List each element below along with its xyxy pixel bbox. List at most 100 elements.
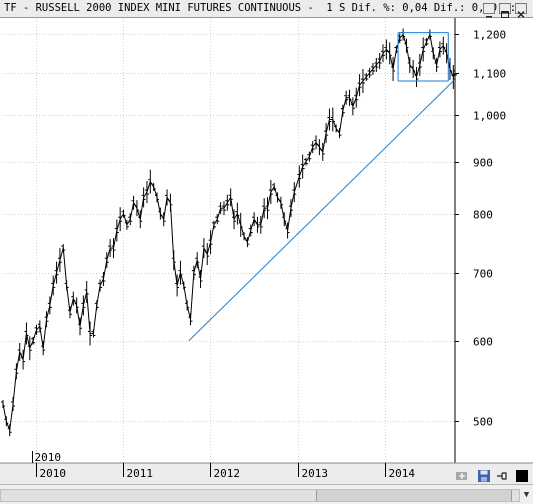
- price-bar: [439, 36, 446, 55]
- price-bar-link: [42, 319, 48, 349]
- price-bar-link: [129, 202, 135, 220]
- close-icon[interactable]: [515, 3, 527, 18]
- price-bar: [179, 272, 186, 290]
- price-bar: [32, 324, 39, 341]
- price-bar: [86, 291, 93, 346]
- price-bar-link: [226, 197, 232, 204]
- price-bar: [220, 201, 226, 216]
- price-bar-link: [86, 291, 91, 334]
- price-bar-link: [250, 219, 255, 231]
- price-bar-link: [173, 260, 178, 286]
- price-bar: [335, 128, 342, 139]
- price-bar: [432, 53, 439, 72]
- minimize-icon[interactable]: [483, 3, 495, 18]
- price-bar: [260, 198, 267, 225]
- price-bar-link: [116, 219, 121, 231]
- price-bar-link: [355, 85, 361, 98]
- price-bar-link: [412, 68, 417, 78]
- price-bar-link: [139, 197, 145, 220]
- save-icon[interactable]: [477, 468, 491, 482]
- pin-icon[interactable]: [495, 468, 509, 482]
- price-bar-link: [49, 285, 54, 306]
- price-bar-link: [62, 248, 68, 286]
- maximize-icon[interactable]: [499, 3, 511, 18]
- price-bar: [15, 342, 22, 372]
- price-bar-link: [183, 285, 188, 306]
- price-bar: [25, 333, 32, 361]
- price-bar-link: [332, 119, 337, 129]
- price-bar-link: [196, 260, 202, 280]
- price-chart[interactable]: 500 600 700 800 900 1,000 1,100 1,200 2010 2011 20…: [0, 18, 533, 484]
- price-bar-link: [305, 156, 310, 162]
- price-bar-link: [106, 247, 111, 261]
- price-bar-link: [15, 351, 21, 372]
- price-bar: [9, 396, 16, 431]
- price-bar: [90, 329, 96, 338]
- x-tick-label: 2014: [389, 467, 416, 480]
- price-bar: [342, 90, 349, 111]
- annotations[interactable]: [188, 32, 454, 342]
- price-bar: [169, 202, 176, 271]
- price-bar-link: [79, 305, 84, 327]
- y-tick-label: 500: [473, 416, 493, 429]
- price-bar: [106, 239, 113, 261]
- price-series: [1, 28, 457, 437]
- price-bar-link: [449, 68, 454, 78]
- price-bar: [200, 238, 206, 280]
- refresh-icon[interactable]: [455, 468, 469, 482]
- price-bar-link: [223, 202, 228, 209]
- y-tick-label: 900: [473, 157, 493, 170]
- x-tick-label: 2013: [302, 467, 329, 480]
- price-bar: [129, 195, 136, 220]
- x-tick-label: 2010: [40, 467, 67, 480]
- scroll-right-icon[interactable]: ▼: [523, 490, 530, 500]
- price-bar: [325, 108, 332, 134]
- price-bar-link: [82, 291, 88, 306]
- y-tick-label: 1,000: [473, 110, 506, 123]
- price-bar-link: [163, 197, 168, 220]
- y-tick-label: 800: [473, 209, 493, 222]
- price-bar-link: [2, 403, 7, 422]
- x-tick-label: 2012: [214, 467, 241, 480]
- x-tick-label: 2011: [127, 467, 154, 480]
- price-bar-link: [322, 133, 327, 152]
- price-bar-link: [32, 329, 37, 341]
- price-bar: [338, 104, 345, 134]
- price-bar-link: [69, 298, 74, 313]
- price-bar: [405, 45, 412, 73]
- price-bar-link: [399, 34, 404, 39]
- price-bar: [166, 193, 173, 212]
- price-bar: [2, 403, 9, 427]
- price-bar: [395, 33, 402, 50]
- price-bar-link: [156, 197, 161, 214]
- scroll-thumb[interactable]: [316, 490, 512, 501]
- price-bar: [116, 207, 123, 232]
- price-bar-link: [439, 45, 444, 50]
- price-bar-link: [426, 34, 431, 43]
- price-bar-link: [169, 202, 175, 261]
- price-bar-link: [298, 166, 304, 177]
- price-bar-link: [267, 191, 272, 209]
- x-marker-label: 2010: [35, 451, 62, 464]
- price-bar: [123, 213, 129, 230]
- price-bar-link: [39, 326, 44, 349]
- price-bar-link: [46, 305, 51, 320]
- title-bar[interactable]: TF - RUSSELL 2000 INDEX MINI FUTURES CON…: [0, 0, 533, 18]
- price-bar: [349, 97, 355, 116]
- price-bar: [173, 260, 180, 297]
- price-bar-link: [436, 49, 441, 66]
- price-bar-link: [280, 202, 285, 220]
- price-bar: [66, 285, 72, 319]
- color-icon[interactable]: [515, 468, 529, 482]
- price-bar-link: [372, 64, 377, 70]
- horizontal-scrollbar[interactable]: [0, 489, 520, 502]
- price-bar-link: [429, 34, 434, 54]
- price-bar-link: [246, 230, 252, 243]
- price-bar-link: [102, 260, 108, 280]
- price-bar-link: [352, 97, 357, 107]
- price-bar: [36, 320, 42, 333]
- price-bar-link: [422, 41, 427, 50]
- price-bar: [359, 69, 365, 94]
- price-bar-link: [146, 181, 151, 193]
